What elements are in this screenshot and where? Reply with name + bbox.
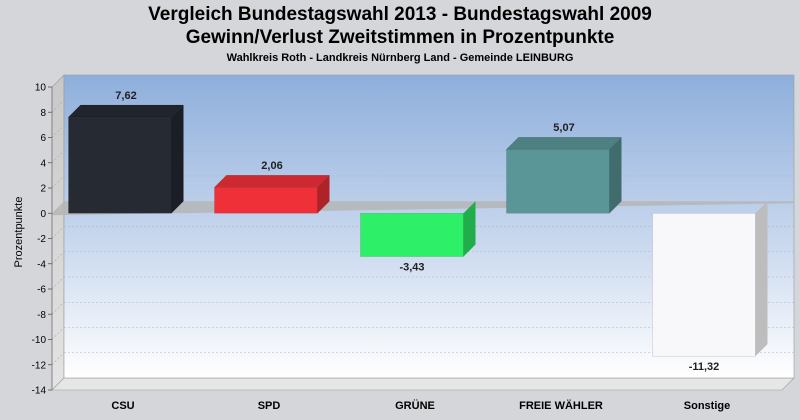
bar-front [506,149,610,214]
y-tick-label: -6 [37,285,46,296]
chart-subtitle: Gewinn/Verlust Zweitstimmen in Prozentpu… [185,27,615,48]
bar-csu [68,104,184,214]
bar-front [360,213,464,257]
bar-freie-wähler [506,137,622,214]
gridline-wall [51,251,65,264]
bar-side [171,105,184,214]
plot-floor [51,377,795,391]
gridline-wall [51,175,65,189]
x-tick-label: FREIE WÄHLER [519,399,603,412]
x-tick-label: Sonstige [684,400,730,412]
y-tick-label: 10 [35,83,47,94]
gridline-wall [51,352,65,365]
x-tick-label: SPD [258,400,281,412]
gridline-wall [51,302,65,315]
data-label: -11,32 [689,361,720,373]
data-label: -3,43 [399,262,424,274]
y-tick-label: -12 [32,360,47,371]
data-label: 7,62 [115,90,136,102]
bar-front [214,187,318,214]
y-tick-label: -8 [37,310,46,321]
bar-sonstige [652,201,768,357]
bar-top [214,175,330,188]
y-tick-label: 0 [40,209,46,220]
bar-front [68,116,172,214]
title-block: Vergleich Bundestagswahl 2013 - Bundesta… [0,0,800,65]
bar-side [317,175,330,214]
gridline-wall [51,150,65,163]
bar-top [506,137,622,150]
y-tick-label: 8 [40,108,46,119]
y-tick-label: 6 [40,133,46,144]
x-tick-label: GRÜNE [395,399,435,412]
y-tick-label: -2 [37,234,46,245]
bar-top [68,104,184,118]
y-tick-label: 2 [40,184,46,195]
bar-spd [214,175,330,214]
gridline-wall [51,276,65,290]
y-tick-label: 4 [40,158,46,169]
chart-title: Vergleich Bundestagswahl 2013 - Bundesta… [148,4,652,25]
y-tick-label: -10 [32,335,47,346]
gridline-wall [51,74,65,88]
data-label: 5,07 [553,122,574,134]
y-axis-label: Prozentpunkte [13,197,25,268]
bar-grüne [360,201,476,257]
gridline-wall [51,226,65,239]
data-label: 2,06 [261,160,282,172]
y-tick-label: -14 [32,386,47,397]
x-tick-label: CSU [111,400,134,412]
y-tick-label: -4 [37,259,46,270]
gridline-wall [51,125,65,138]
bar-side [755,201,768,357]
gridline-wall [51,377,65,391]
bar-front [652,213,756,357]
bar-side [463,201,476,257]
gridline-wall [51,100,65,113]
chart-subtitle-location: Wahlkreis Roth - Landkreis Nürnberg Land… [226,52,574,64]
bar-side [609,137,622,214]
gridline-wall [51,327,65,340]
